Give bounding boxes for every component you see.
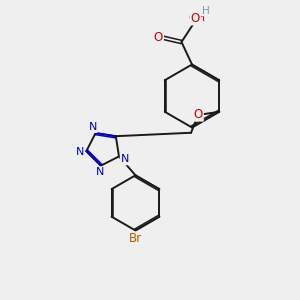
Text: N: N <box>121 154 129 164</box>
Text: O: O <box>191 11 200 25</box>
Text: H: H <box>202 5 209 16</box>
Text: Br: Br <box>129 232 142 245</box>
Text: O: O <box>194 108 203 121</box>
Text: N: N <box>76 147 84 157</box>
Text: O: O <box>154 31 163 44</box>
Text: OH: OH <box>188 13 205 23</box>
Text: N: N <box>88 122 97 132</box>
Text: N: N <box>96 167 104 177</box>
